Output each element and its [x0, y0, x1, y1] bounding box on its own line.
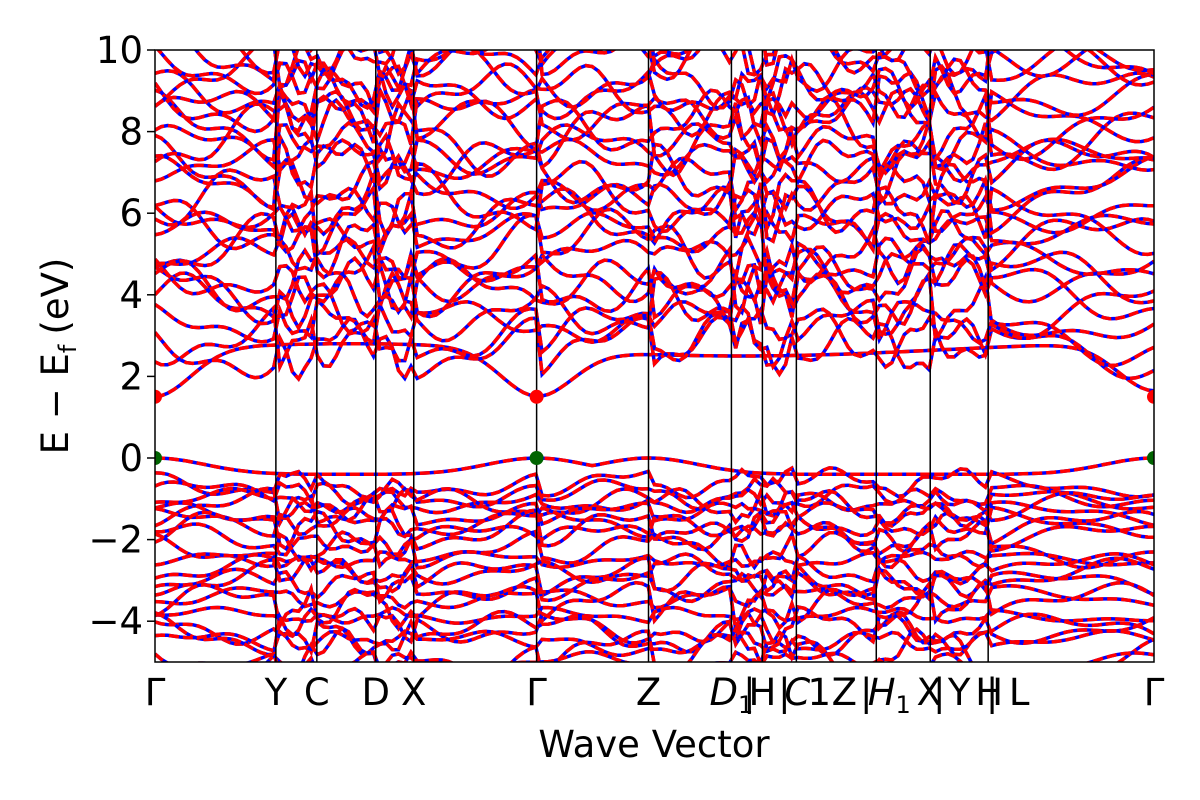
band-line-red: [155, 628, 1154, 657]
band-edge-point: [529, 451, 544, 465]
band-line-red: [155, 315, 1154, 382]
x-tick-label: Z: [832, 671, 857, 714]
x-tick-subscript: 1: [896, 691, 911, 719]
y-tick-label: −2: [88, 519, 143, 562]
x-axis-title: Wave Vector: [538, 723, 770, 766]
plot-frame: [154, 49, 1155, 663]
x-tick-label: Z: [636, 671, 661, 714]
kpoint-separators: [275, 50, 989, 662]
band-line-red: [155, 476, 1154, 511]
x-tick-label: C: [304, 671, 330, 714]
svg-text:E − Ef(eV): E − Ef (eV): [34, 258, 82, 455]
x-tick-label: Y: [264, 671, 288, 714]
band-line-red: [155, 50, 1154, 111]
band-edge-point: [155, 451, 162, 465]
band-line-red: [155, 61, 1154, 138]
y-tick-label: 4: [119, 274, 143, 317]
x-tick-label: Γ: [526, 671, 547, 714]
y-tick-label: 8: [119, 111, 143, 154]
band-edge-point: [529, 389, 544, 404]
y-axis-ticks: −4 −2 0 2 4 6 8 10: [88, 29, 155, 643]
y-tick-label: 0: [119, 437, 143, 480]
x-tick-label: X: [401, 671, 426, 714]
x-tick-label: Y: [947, 671, 971, 714]
x-tick-label: L: [1009, 671, 1030, 714]
x-tick-label: |: [743, 671, 755, 714]
x-tick-label: |: [933, 671, 945, 714]
band-line-red: [155, 465, 1154, 500]
x-tick-label: H: [748, 671, 776, 714]
x-tick-label: D1: [710, 671, 754, 719]
y-tick-label: 2: [119, 355, 143, 398]
x-tick-subscript: 1: [738, 691, 753, 719]
x-tick-label: C: [784, 671, 810, 714]
plot-area: [155, 50, 1154, 662]
band-edge-point: [155, 389, 162, 404]
band-line-red: [239, 50, 1090, 80]
band-line-red: [155, 583, 1154, 610]
x-tick-label: |: [778, 671, 790, 714]
band-edge-point: [1147, 451, 1154, 465]
x-tick-label: D: [362, 671, 391, 714]
x-tick-label: Γ: [1144, 671, 1165, 714]
x-tick-label: |: [986, 671, 998, 714]
band-line-red: [155, 625, 1154, 662]
x-tick-label: Γ: [145, 671, 166, 714]
y-axis-title-main: E − E: [34, 353, 77, 454]
y-axis-title-unit: (eV): [34, 258, 77, 335]
y-tick-label: 6: [119, 192, 143, 235]
y-axis-title-subscript: f: [54, 344, 82, 353]
x-tick-label: |: [860, 671, 872, 714]
band-edge-point: [1147, 389, 1154, 404]
x-tick-label: H: [975, 671, 1003, 714]
y-tick-label: 10: [96, 29, 143, 72]
band-edge-markers: [155, 389, 1154, 465]
x-axis-ticks: Γ Y C D X Γ Z D1|H |C1 Z |H1 X| Y H| L Γ: [145, 671, 1165, 719]
x-tick-label: 1: [808, 671, 832, 714]
y-axis-title: E − Ef (eV): [34, 258, 82, 455]
x-tick-label: X: [917, 671, 942, 714]
y-tick-label: −4: [88, 600, 143, 643]
